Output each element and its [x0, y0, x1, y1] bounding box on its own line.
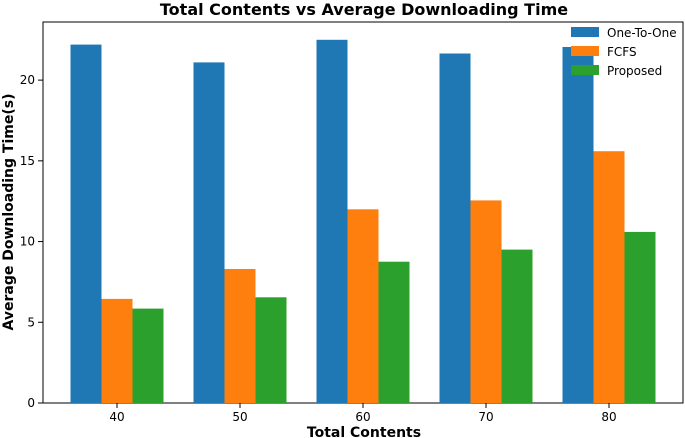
y-tick-label: 0	[27, 396, 35, 410]
y-tick-label: 10	[20, 235, 35, 249]
y-tick-label: 15	[20, 154, 35, 168]
x-axis-ticks: 40 50 60 70 80	[109, 403, 617, 424]
bar-fcfs-40	[101, 298, 133, 403]
x-tick-label: 70	[478, 410, 493, 424]
bar-proposed-40	[132, 308, 164, 403]
bar-fcfs-70	[470, 200, 502, 403]
bar-proposed-60	[378, 261, 410, 403]
legend-label: Proposed	[607, 64, 662, 78]
bar-one-to-one-80	[562, 47, 594, 403]
legend-label: FCFS	[607, 45, 637, 59]
bar-one-to-one-40	[70, 44, 102, 403]
chart-title: Total Contents vs Average Downloading Ti…	[160, 0, 568, 19]
bar-proposed-50	[255, 297, 287, 403]
y-tick-label: 20	[20, 73, 35, 87]
bar-proposed-70	[501, 249, 533, 403]
bar-one-to-one-50	[193, 62, 225, 404]
x-axis-label: Total Contents	[307, 425, 421, 438]
legend-swatch-one-to-one	[571, 27, 599, 37]
y-tick-label: 5	[27, 315, 35, 329]
y-axis-ticks: 0 5 10 15 20	[20, 73, 43, 410]
legend: One-To-One FCFS Proposed	[571, 26, 677, 78]
bars-group	[70, 39, 656, 404]
y-axis-label: Average Downloading Time(s)	[1, 94, 17, 331]
x-tick-label: 60	[355, 410, 370, 424]
x-tick-label: 50	[232, 410, 247, 424]
legend-swatch-fcfs	[571, 46, 599, 56]
bar-one-to-one-60	[316, 39, 348, 404]
bar-fcfs-50	[224, 269, 256, 403]
legend-label: One-To-One	[607, 26, 677, 40]
bar-proposed-80	[624, 231, 656, 403]
bar-one-to-one-70	[439, 53, 471, 403]
bar-fcfs-80	[593, 151, 625, 403]
x-tick-label: 80	[601, 410, 616, 424]
bar-fcfs-60	[347, 209, 379, 403]
x-tick-label: 40	[109, 410, 124, 424]
legend-swatch-proposed	[571, 65, 599, 75]
